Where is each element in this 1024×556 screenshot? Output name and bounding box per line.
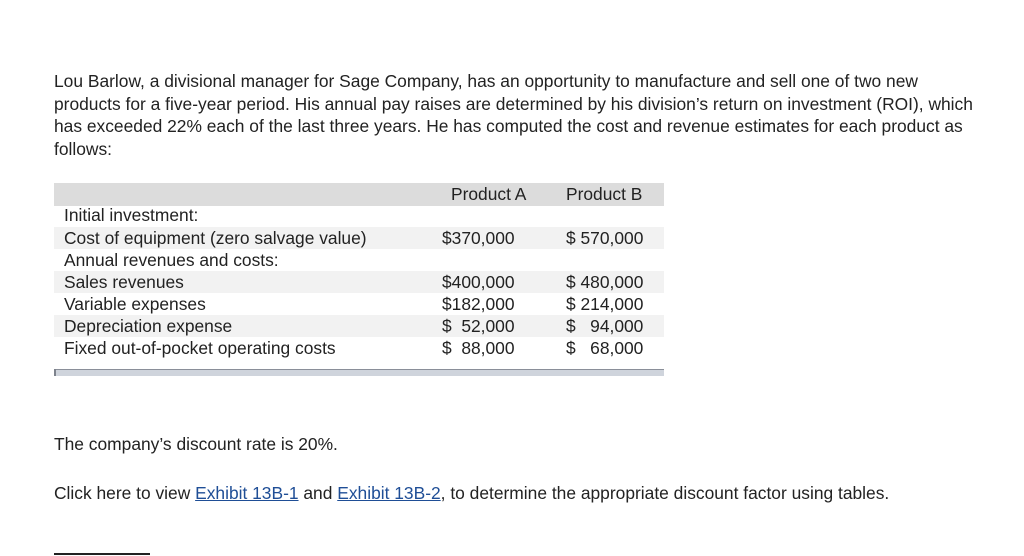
product-b-value: $ 570,000 xyxy=(566,228,644,248)
table-row: Variable expenses $182,000 $ 214,000 xyxy=(54,293,664,315)
table-bottom-corner xyxy=(54,369,56,376)
row-label: Sales revenues xyxy=(64,272,184,292)
problem-intro-paragraph: Lou Barlow, a divisional manager for Sag… xyxy=(54,71,973,159)
product-a-value: $400,000 xyxy=(442,272,515,292)
column-header-product-b: Product B xyxy=(566,184,643,204)
table-row: Initial investment: xyxy=(54,204,664,226)
exhibit-suffix-text: , to determine the appropriate discount … xyxy=(440,483,890,503)
product-b-value: $ 214,000 xyxy=(566,294,644,314)
product-b-value: $ 68,000 xyxy=(566,338,644,358)
cost-revenue-table: Product A Product B Initial investment: … xyxy=(54,183,664,378)
table-header-row: Product A Product B xyxy=(54,183,664,206)
discount-rate-text: The company’s discount rate is 20%. xyxy=(54,434,338,454)
product-a-value: $370,000 xyxy=(442,228,515,248)
row-label: Annual revenues and costs: xyxy=(64,250,279,270)
exhibit-13b-1-link[interactable]: Exhibit 13B-1 xyxy=(195,483,299,503)
table-row: Cost of equipment (zero salvage value) $… xyxy=(54,227,664,249)
cut-off-text-fragment xyxy=(54,549,164,556)
column-header-product-a: Product A xyxy=(451,184,527,204)
row-label: Initial investment: xyxy=(64,205,199,225)
table-row: Fixed out-of-pocket operating costs $ 88… xyxy=(54,337,664,359)
exhibit-instructions: Click here to view Exhibit 13B-1 and Exh… xyxy=(54,482,984,505)
product-a-value: $ 52,000 xyxy=(442,316,515,336)
table-row: Depreciation expense $ 52,000 $ 94,000 xyxy=(54,315,664,337)
exhibit-middle-text: and xyxy=(298,483,338,503)
product-b-value: $ 94,000 xyxy=(566,316,644,336)
row-label: Variable expenses xyxy=(64,294,206,314)
product-b-value: $ 480,000 xyxy=(566,272,644,292)
table-row: Annual revenues and costs: xyxy=(54,249,664,271)
exhibit-13b-2-link[interactable]: Exhibit 13B-2 xyxy=(337,483,441,503)
row-label: Depreciation expense xyxy=(64,316,233,336)
row-label: Fixed out-of-pocket operating costs xyxy=(64,338,336,358)
product-a-value: $ 88,000 xyxy=(442,338,515,358)
table-row: Sales revenues $400,000 $ 480,000 xyxy=(54,271,664,293)
table-bottom-border xyxy=(54,369,664,376)
product-a-value: $182,000 xyxy=(442,294,515,314)
row-label: Cost of equipment (zero salvage value) xyxy=(64,228,367,248)
exhibit-prefix-text: Click here to view xyxy=(54,483,196,503)
